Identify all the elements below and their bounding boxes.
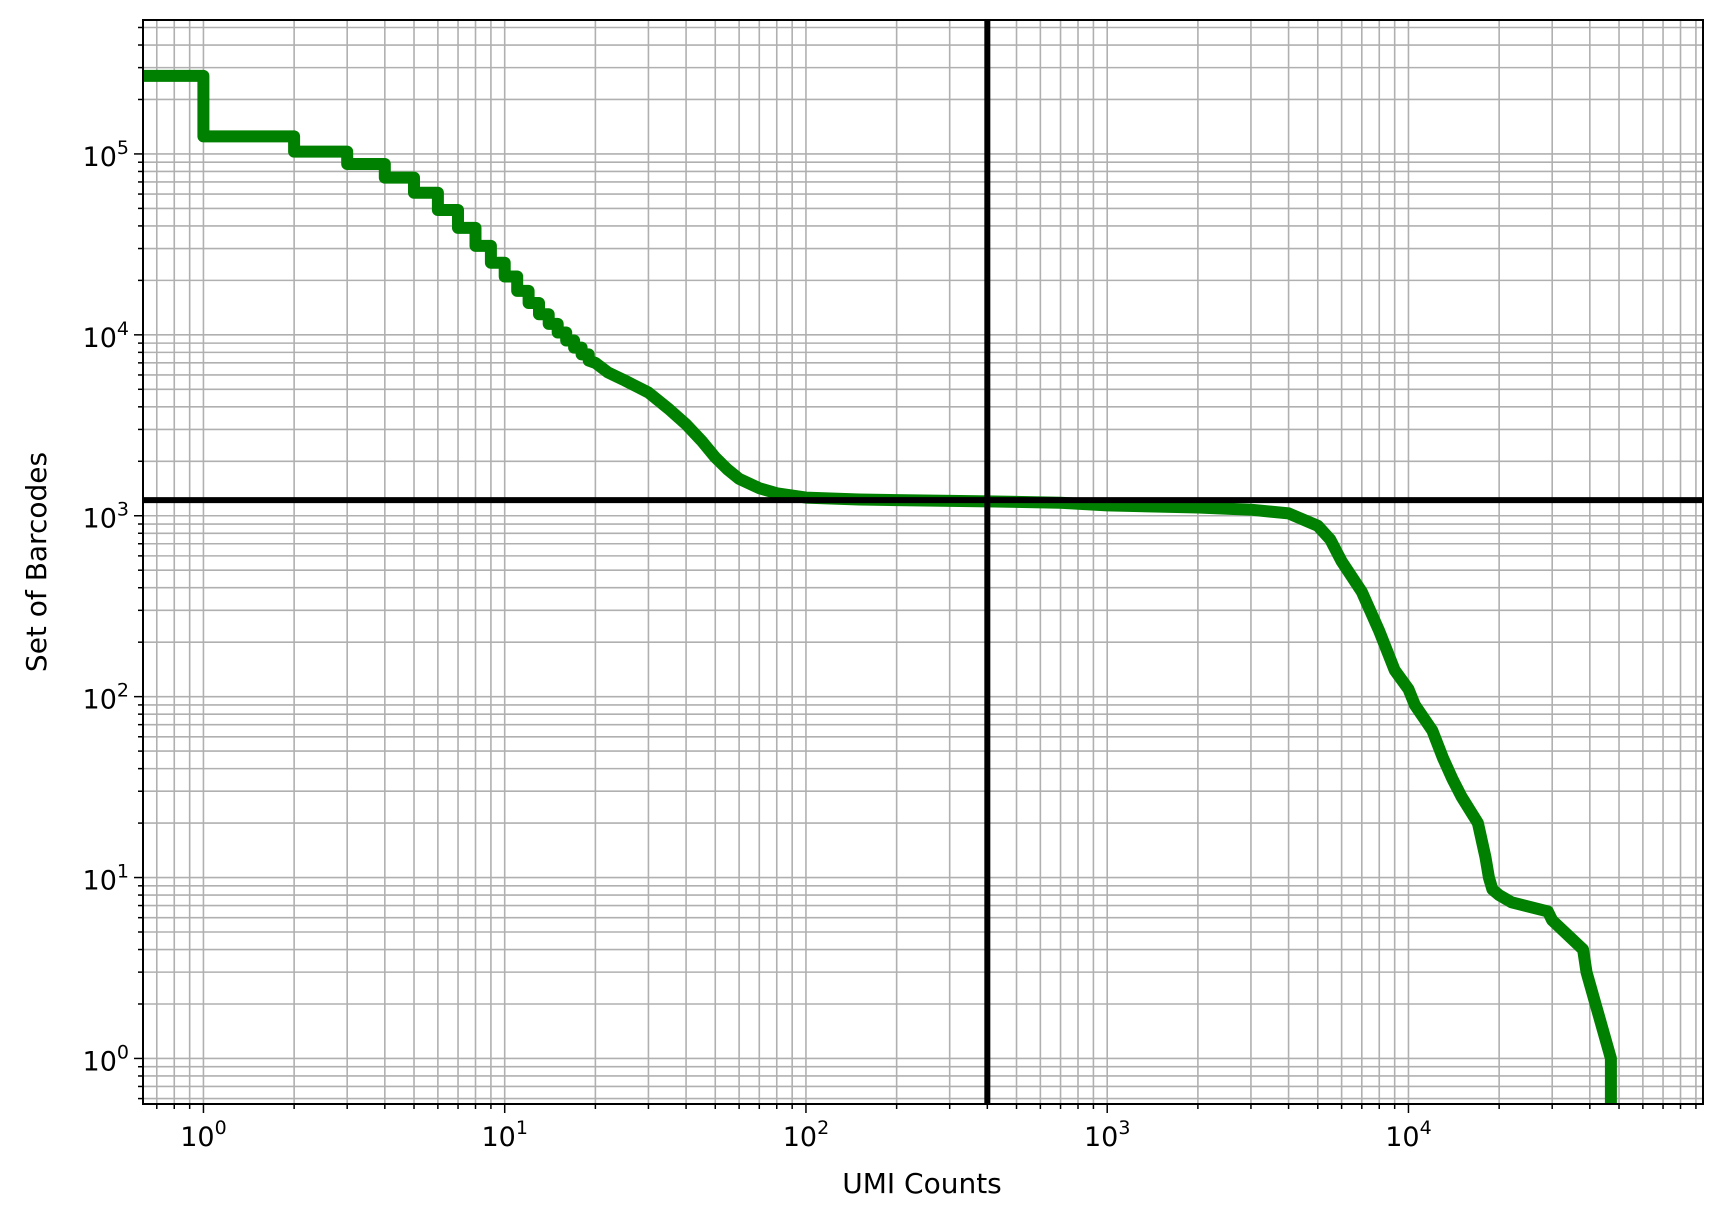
reference-lines [143, 20, 1703, 1104]
x-axis-label: UMI Counts [842, 1167, 1002, 1200]
x-tick-label: 101 [481, 1117, 527, 1153]
x-tick-label: 104 [1385, 1117, 1431, 1153]
grid [143, 20, 1703, 1104]
x-tick-label: 100 [180, 1117, 226, 1153]
y-axis-label: Set of Barcodes [20, 452, 53, 672]
series-layer [143, 69, 1617, 1104]
y-tick-label: 101 [83, 861, 129, 897]
ticks: 100 101 102 103 104 100 101 102 103 104 105 [83, 26, 1697, 1153]
y-tick-label: 103 [83, 499, 129, 535]
y-tick-label: 100 [83, 1041, 129, 1077]
y-tick-label: 102 [83, 680, 129, 716]
y-tick-label: 104 [83, 318, 129, 354]
x-tick-label: 103 [1084, 1117, 1130, 1153]
x-tick-label: 102 [783, 1117, 829, 1153]
y-tick-label: 105 [83, 137, 129, 173]
series-line [143, 69, 1617, 1104]
plot-frame [142, 19, 1704, 1105]
